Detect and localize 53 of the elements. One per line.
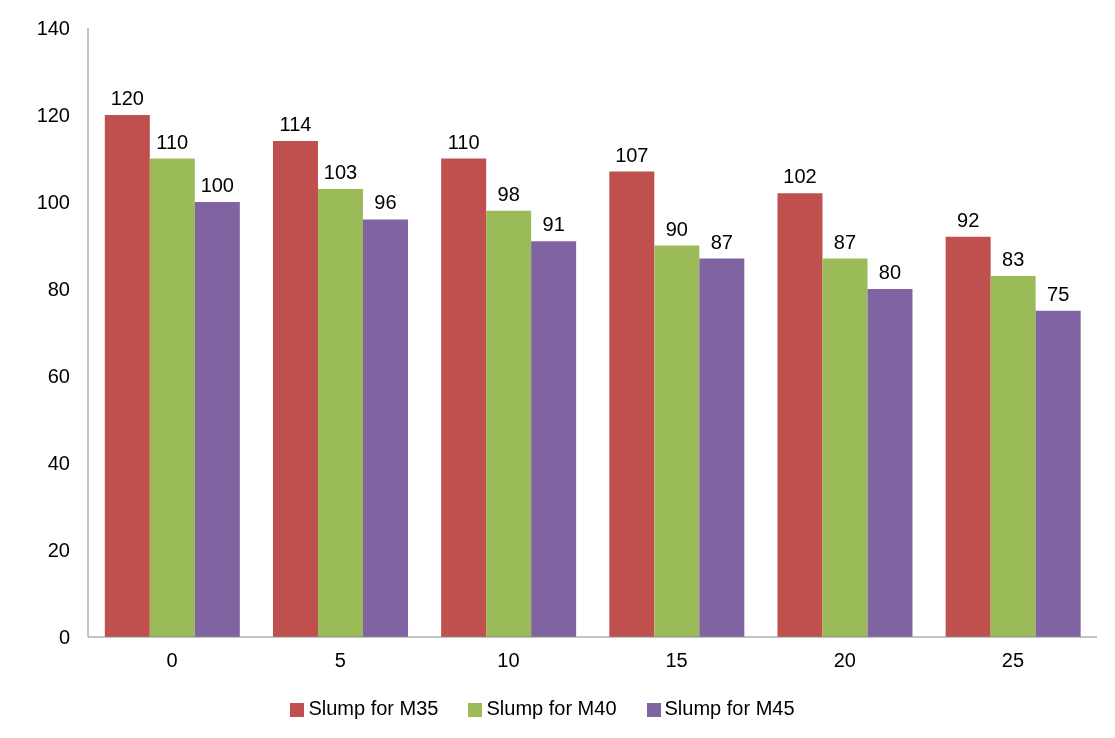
data-label: 80 bbox=[878, 261, 902, 283]
data-label: 75 bbox=[1047, 282, 1070, 305]
data-label: 90 bbox=[665, 217, 688, 240]
legend-label: Slump for M45 bbox=[664, 697, 795, 719]
bar bbox=[362, 219, 408, 637]
data-label: 87 bbox=[710, 230, 733, 253]
x-tick-label: 5 bbox=[334, 649, 346, 672]
data-label: 110 bbox=[447, 130, 480, 153]
bar bbox=[867, 289, 913, 637]
y-tick-label: 20 bbox=[47, 539, 70, 562]
bar bbox=[699, 258, 745, 637]
legend-label: Slump for M40 bbox=[486, 697, 617, 719]
data-label: 98 bbox=[497, 182, 520, 205]
x-tick-label: 0 bbox=[166, 649, 178, 672]
bar bbox=[1035, 310, 1081, 637]
x-tick-label: 20 bbox=[833, 649, 856, 672]
bar bbox=[194, 202, 240, 637]
data-label: 110 bbox=[156, 130, 189, 153]
bar bbox=[654, 245, 700, 637]
y-tick-label: 80 bbox=[47, 278, 70, 301]
bar bbox=[990, 275, 1036, 637]
data-label: 103 bbox=[323, 160, 358, 183]
y-tick-label: 120 bbox=[36, 104, 70, 127]
bar bbox=[777, 193, 823, 637]
bar bbox=[531, 241, 577, 637]
legend-label: Slump for M35 bbox=[308, 697, 439, 719]
y-tick-label: 60 bbox=[47, 365, 70, 388]
bar bbox=[441, 158, 487, 637]
data-label: 107 bbox=[615, 143, 649, 166]
bar bbox=[317, 188, 363, 637]
x-tick-label: 15 bbox=[665, 649, 688, 672]
y-tick-label: 0 bbox=[58, 626, 70, 649]
y-tick-label: 40 bbox=[47, 452, 70, 475]
data-label: 102 bbox=[783, 165, 817, 188]
x-tick-label: 10 bbox=[497, 649, 520, 672]
data-label: 92 bbox=[957, 208, 980, 231]
data-label: 120 bbox=[110, 87, 144, 109]
bar bbox=[149, 158, 195, 637]
bar bbox=[609, 171, 655, 637]
bar bbox=[104, 115, 150, 637]
data-label: 114 bbox=[279, 113, 312, 136]
data-label: 91 bbox=[542, 213, 565, 236]
bar bbox=[272, 141, 318, 637]
x-tick-label: 25 bbox=[1001, 649, 1025, 672]
data-label: 83 bbox=[1002, 247, 1025, 270]
bar bbox=[486, 210, 532, 637]
y-tick-label: 140 bbox=[36, 17, 70, 40]
bar bbox=[822, 258, 868, 637]
y-tick-label: 100 bbox=[36, 191, 70, 214]
bar bbox=[945, 236, 991, 637]
data-label: 87 bbox=[833, 230, 857, 253]
data-label: 100 bbox=[200, 174, 234, 196]
data-label: 96 bbox=[374, 191, 397, 214]
